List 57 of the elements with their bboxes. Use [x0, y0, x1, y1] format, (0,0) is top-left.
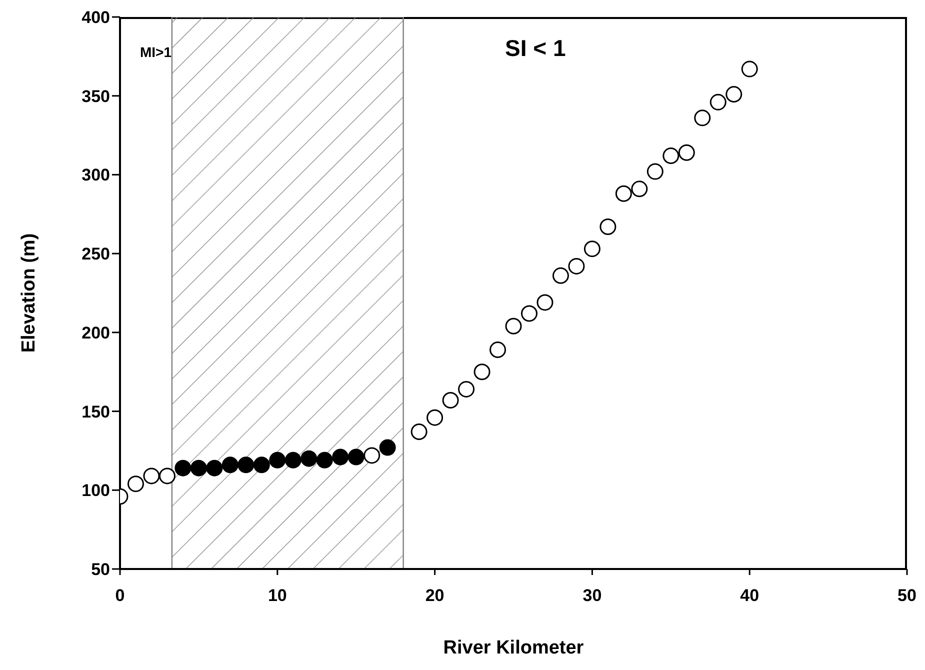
point [379, 439, 396, 456]
point [694, 110, 711, 126]
point [600, 218, 616, 236]
point [426, 409, 444, 426]
point [662, 148, 680, 164]
y-tick-label: 150 [82, 402, 110, 422]
x-tick-label: 10 [268, 586, 287, 606]
point [490, 342, 506, 358]
point [174, 460, 192, 476]
point [364, 447, 380, 464]
point [615, 185, 632, 202]
point [741, 60, 758, 78]
y-tick-label: 100 [82, 481, 110, 500]
point [253, 456, 270, 474]
y-tick-label: 200 [82, 323, 110, 342]
x-tick-label: 50 [898, 586, 916, 606]
x-axis-title: River Kilometer [443, 637, 584, 658]
y-tick-label: 50 [91, 560, 110, 580]
annotation: MI>1 [140, 44, 172, 60]
x-tick-label: 40 [740, 586, 760, 606]
point [678, 144, 695, 161]
x-tick-label: 30 [582, 586, 602, 606]
y-tick-label: 300 [82, 166, 110, 185]
y-tick-label: 250 [82, 244, 110, 264]
point [284, 452, 302, 468]
point [190, 460, 207, 476]
y-tick-label: 400 [82, 8, 110, 28]
point [552, 267, 569, 284]
point [206, 460, 223, 476]
annotation: SI < 1 [505, 35, 566, 62]
y-axis-title: Elevation (m) [18, 233, 40, 353]
point [584, 240, 600, 258]
point [568, 258, 585, 274]
x-tick-label: 20 [425, 586, 444, 606]
x-tick-label: 0 [115, 586, 125, 606]
point [710, 94, 726, 110]
point [269, 452, 286, 468]
point [127, 476, 144, 492]
point [410, 424, 428, 440]
point [520, 305, 538, 322]
point [300, 450, 318, 467]
point [158, 468, 176, 484]
point [458, 380, 475, 398]
point [646, 163, 664, 180]
point [143, 468, 160, 484]
point [316, 452, 333, 468]
point [348, 448, 364, 466]
point [726, 86, 742, 103]
point [222, 456, 238, 474]
point [474, 364, 490, 380]
point [332, 448, 349, 466]
y-tick-label: 350 [82, 86, 110, 106]
point [442, 392, 459, 408]
point [505, 318, 522, 334]
point [536, 294, 554, 311]
point [631, 180, 648, 198]
point [238, 456, 254, 474]
